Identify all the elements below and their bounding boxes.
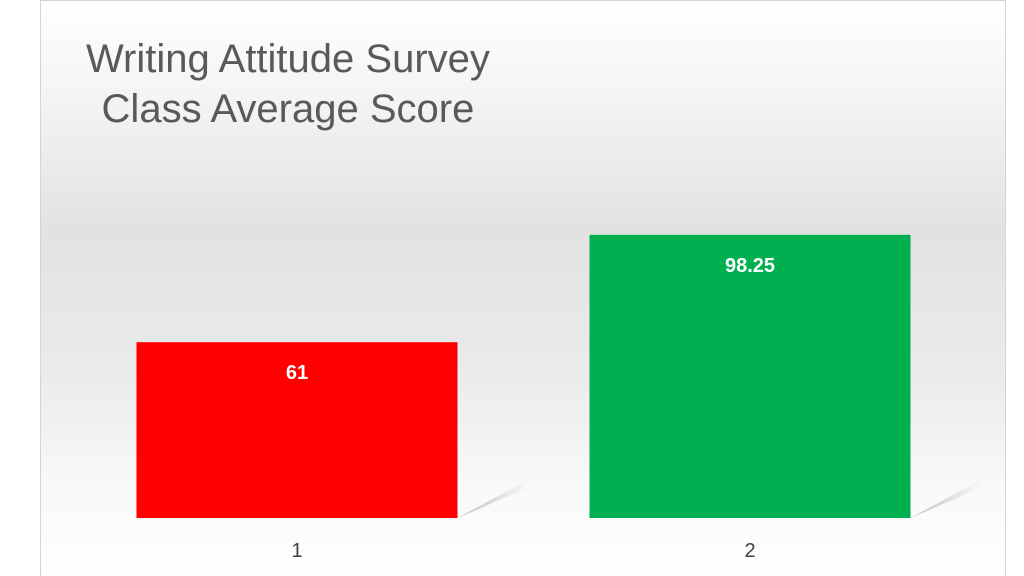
chart-subtitle: Class Average Score <box>101 87 475 131</box>
bar-shadow <box>910 480 981 518</box>
bar-2 <box>589 234 911 518</box>
bar-shadow <box>457 480 528 518</box>
x-tick-label-2: 2 <box>744 540 755 562</box>
x-tick-label-1: 1 <box>291 540 302 562</box>
chart-title: Writing Attitude Survey <box>86 37 490 81</box>
chart-title-block: Writing Attitude Survey Class Average Sc… <box>86 34 490 134</box>
bar-1 <box>136 342 458 518</box>
data-label-2: 98.25 <box>725 255 775 277</box>
data-label-1: 61 <box>286 362 308 384</box>
